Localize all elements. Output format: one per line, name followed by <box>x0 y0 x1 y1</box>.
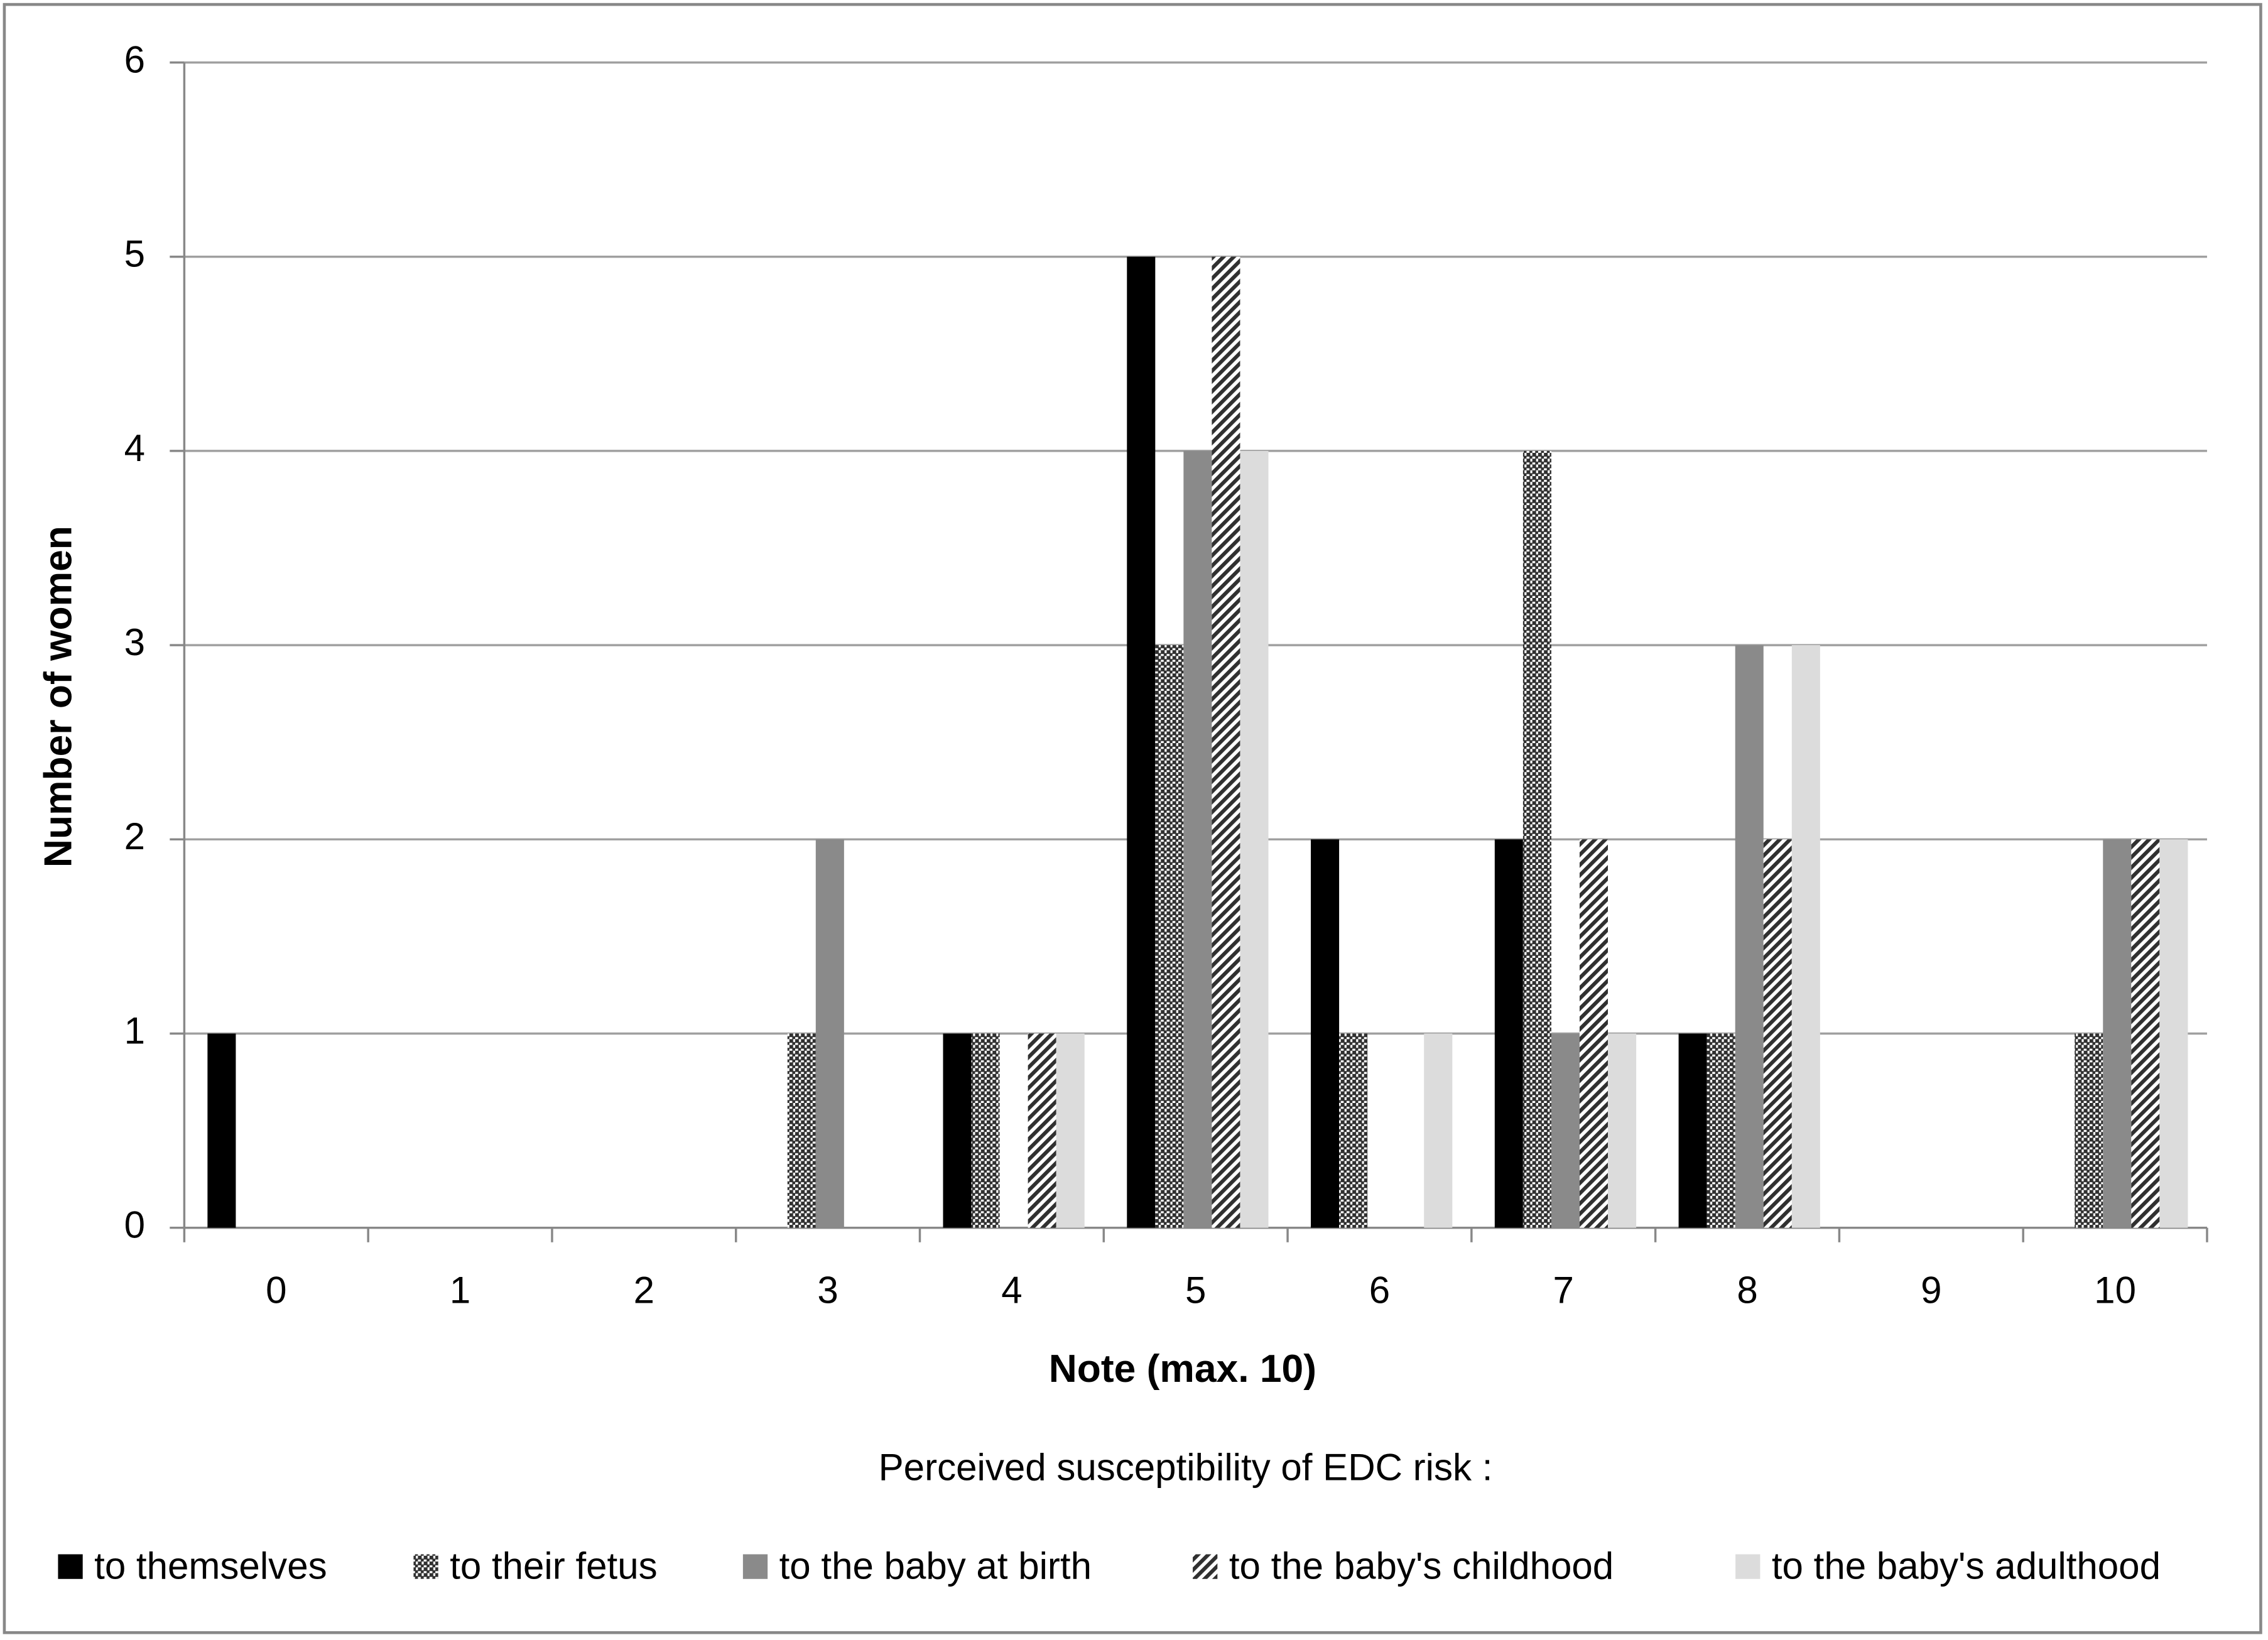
bar <box>1240 450 1269 1228</box>
legend-swatch <box>1193 1554 1218 1579</box>
bar <box>1735 645 1764 1228</box>
bar <box>815 839 844 1228</box>
x-tick-label: 3 <box>817 1269 838 1311</box>
bar <box>787 1033 816 1228</box>
bar <box>1127 256 1156 1228</box>
bar <box>1551 1033 1580 1228</box>
x-tick-label: 9 <box>1921 1269 1941 1311</box>
bar <box>943 1033 972 1228</box>
bar <box>2131 839 2160 1228</box>
y-tick-label: 4 <box>124 427 145 469</box>
x-tick-label: 5 <box>1185 1269 1206 1311</box>
x-tick-label: 10 <box>2094 1269 2136 1311</box>
bar <box>1056 1033 1085 1228</box>
bar <box>971 1033 1000 1228</box>
y-tick-label: 5 <box>124 233 145 275</box>
legend-label: to the baby's childhood <box>1229 1545 1614 1587</box>
legend-label: to the baby at birth <box>779 1545 1092 1587</box>
bar <box>1791 645 1820 1228</box>
y-tick-label: 2 <box>124 815 145 857</box>
bar <box>1608 1033 1637 1228</box>
bar <box>1706 1033 1735 1228</box>
bar <box>1579 839 1609 1228</box>
bar <box>1028 1033 1056 1228</box>
bar <box>1494 839 1523 1228</box>
bar <box>2075 1033 2103 1228</box>
x-tick-label: 1 <box>450 1269 470 1311</box>
legend-label: to themselves <box>94 1545 327 1587</box>
bar <box>2103 839 2132 1228</box>
x-tick-label: 0 <box>266 1269 286 1311</box>
x-tick-label: 7 <box>1553 1269 1574 1311</box>
bar <box>1424 1033 1453 1228</box>
x-tick-label: 6 <box>1369 1269 1390 1311</box>
x-tick-label: 2 <box>634 1269 654 1311</box>
y-tick-label: 1 <box>124 1009 145 1051</box>
bar <box>1522 450 1551 1228</box>
y-axis-label: Number of women <box>37 526 80 867</box>
x-tick-label: 8 <box>1737 1269 1757 1311</box>
bar <box>207 1033 236 1228</box>
x-tick-label: 4 <box>1001 1269 1022 1311</box>
bar <box>1311 839 1340 1228</box>
y-tick-label: 3 <box>124 621 145 663</box>
legend-swatch <box>413 1554 438 1579</box>
legend-swatch <box>742 1554 768 1579</box>
y-tick-label: 6 <box>124 38 145 80</box>
legend-label: to the baby's adulthood <box>1772 1545 2161 1587</box>
bar <box>1183 450 1212 1228</box>
legend-title: Perceived susceptibility of EDC risk : <box>879 1446 1493 1488</box>
bar <box>1212 256 1240 1228</box>
bar <box>1763 839 1792 1228</box>
legend-label: to their fetus <box>450 1545 657 1587</box>
bar <box>1678 1033 1707 1228</box>
y-tick-label: 0 <box>124 1204 145 1246</box>
legend-swatch <box>1735 1554 1761 1579</box>
bar <box>1339 1033 1368 1228</box>
bar <box>2159 839 2188 1228</box>
legend-swatch <box>58 1554 83 1579</box>
x-axis-label: Note (max. 10) <box>1049 1347 1316 1391</box>
bar <box>1155 645 1184 1228</box>
